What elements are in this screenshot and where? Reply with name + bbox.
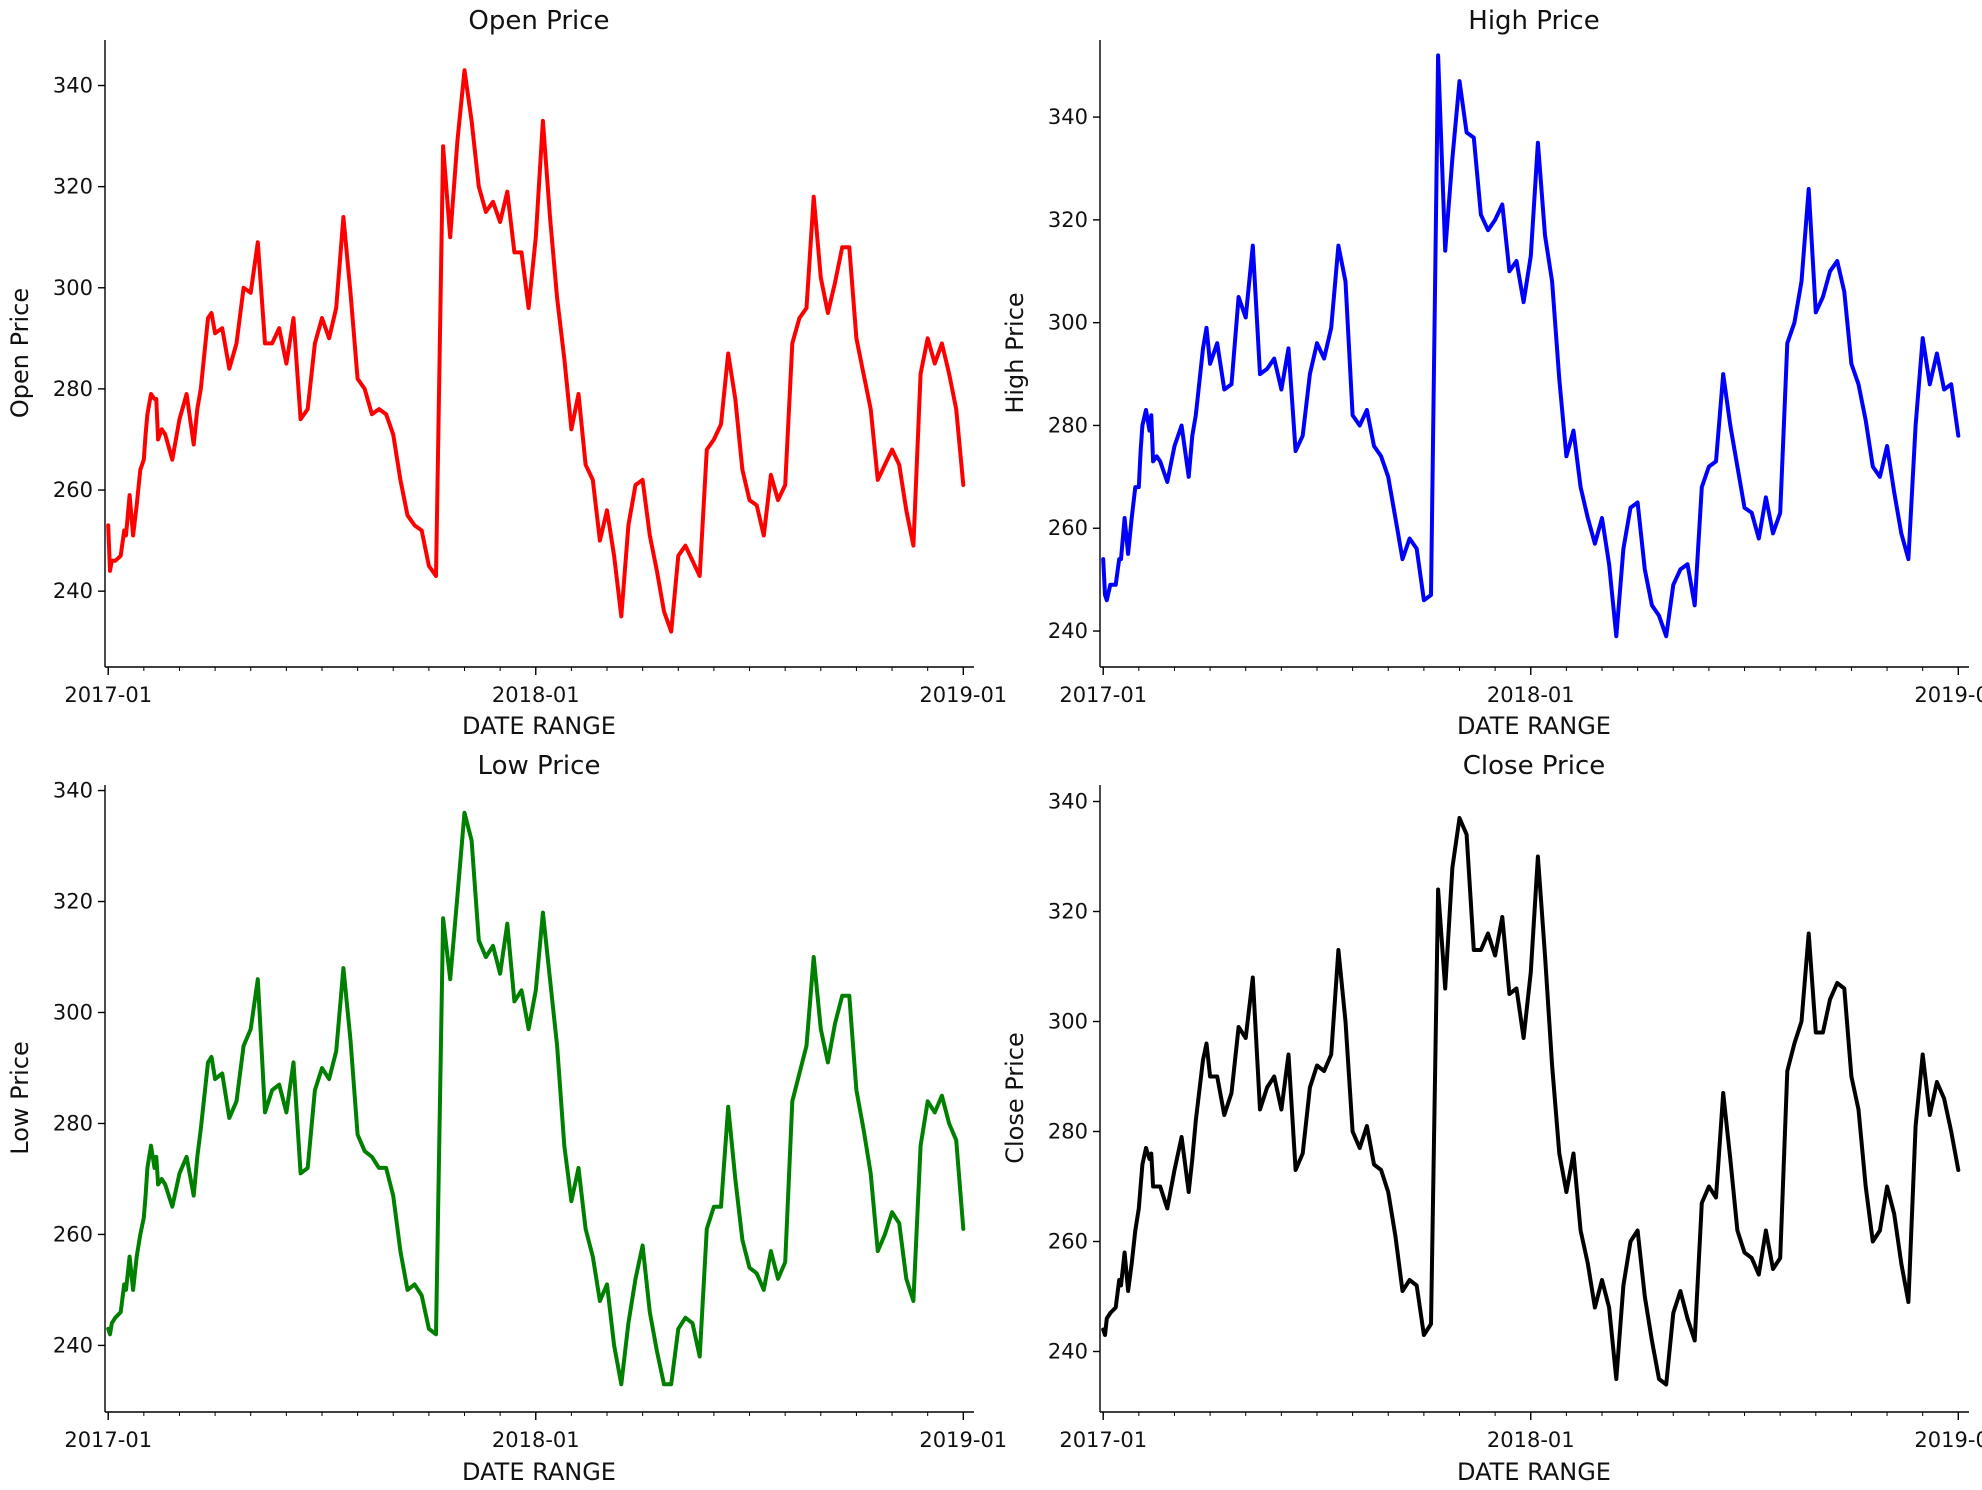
y-tick-label: 320 (1048, 208, 1088, 232)
y-axis-label: High Price (1001, 292, 1029, 413)
y-tick-label: 240 (53, 579, 93, 603)
close-price-chart: Close Price DATE RANGE Close Price 240 26… (1001, 751, 1982, 1486)
y-tick-label: 280 (53, 1111, 93, 1135)
x-axis-label: DATE RANGE (462, 1458, 616, 1486)
y-tick-label: 300 (53, 1000, 93, 1024)
y-tick-label: 320 (53, 890, 93, 914)
x-axis-label: DATE RANGE (1457, 1458, 1611, 1486)
y-tick-label: 260 (1048, 1230, 1088, 1254)
x-tick-label: 2018-01 (492, 1428, 580, 1452)
x-tick-label: 2018-01 (1487, 683, 1575, 707)
y-tick-label: 240 (1048, 619, 1088, 643)
y-axis-label: Open Price (6, 288, 34, 418)
y-tick-label: 300 (1048, 1010, 1088, 1034)
y-tick-label: 340 (53, 779, 93, 803)
low-price-chart: Low Price DATE RANGE Low Price 240 260 280… (6, 751, 1007, 1486)
y-tick-label: 280 (53, 377, 93, 401)
x-tick-label: 2017-01 (1059, 1428, 1147, 1452)
x-tick-label: 2018-01 (492, 683, 580, 707)
y-axis-label: Close Price (1001, 1032, 1029, 1164)
open-price-chart: Open Price DATE RANGE Open Price 240 260 2… (6, 6, 1007, 740)
y-tick-label: 320 (1048, 900, 1088, 924)
y-tick-label: 280 (1048, 413, 1088, 437)
y-tick-label: 260 (1048, 516, 1088, 540)
x-axis-label: DATE RANGE (1457, 712, 1611, 740)
y-tick-label: 340 (1048, 790, 1088, 814)
x-tick-label: 2018-01 (1487, 1428, 1575, 1452)
chart-title: High Price (1468, 6, 1599, 36)
y-tick-label: 240 (1048, 1340, 1088, 1364)
price-series-line (106, 68, 966, 634)
chart-title: Open Price (468, 6, 609, 36)
price-series-line (106, 810, 966, 1387)
x-tick-label: 2017-01 (1059, 683, 1147, 707)
x-tick-label: 2017-01 (64, 1428, 152, 1452)
y-tick-label: 260 (53, 1222, 93, 1246)
price-series-line (1101, 53, 1961, 639)
x-tick-label: 2019-01 (919, 683, 1007, 707)
y-tick-label: 300 (1048, 311, 1088, 335)
x-tick-label: 2019-01 (1914, 1428, 1982, 1452)
y-tick-label: 280 (1048, 1120, 1088, 1144)
high-price-chart: High Price DATE RANGE High Price 240 260 2… (1001, 6, 1982, 740)
y-tick-label: 320 (53, 175, 93, 199)
price-series-line (1101, 816, 1961, 1387)
y-tick-label: 340 (53, 74, 93, 98)
y-tick-label: 340 (1048, 105, 1088, 129)
y-tick-label: 300 (53, 276, 93, 300)
y-axis-label: Low Price (6, 1041, 34, 1154)
x-tick-label: 2017-01 (64, 683, 152, 707)
x-tick-label: 2019-01 (1914, 683, 1982, 707)
chart-title: Close Price (1463, 751, 1606, 781)
x-axis-label: DATE RANGE (462, 712, 616, 740)
x-tick-label: 2019-01 (919, 1428, 1007, 1452)
y-tick-label: 240 (53, 1333, 93, 1357)
chart-title: Low Price (478, 751, 601, 781)
y-tick-label: 260 (53, 478, 93, 502)
